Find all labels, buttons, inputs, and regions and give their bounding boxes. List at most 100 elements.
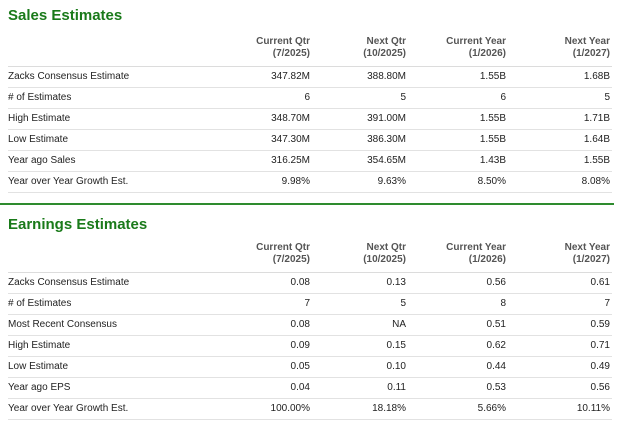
cell-value: 348.70M: [198, 108, 312, 130]
header-line1: Current Year: [446, 36, 506, 47]
row-label: Most Recent Consensus: [8, 314, 198, 336]
cell-value: 7: [508, 293, 612, 315]
row-label: Year over Year Growth Est.: [8, 398, 198, 420]
header-line1: Current Qtr: [256, 36, 310, 47]
cell-value: 0.15: [312, 335, 408, 357]
header-next-qtr: Next Qtr (10/2025): [312, 36, 408, 67]
header-next-year: Next Year (1/2027): [508, 36, 612, 67]
header-line2: (1/2026): [468, 48, 506, 59]
row-label: Low Estimate: [8, 129, 198, 151]
cell-value: 1.71B: [508, 108, 612, 130]
cell-value: 388.80M: [312, 66, 408, 88]
cell-value: 0.61: [508, 272, 612, 294]
sales-estimates-title: Sales Estimates: [8, 7, 123, 24]
cell-value: 8: [408, 293, 508, 315]
cell-value: 0.13: [312, 272, 408, 294]
table-header-row: Current Qtr (7/2025) Next Qtr (10/2025) Cu…: [8, 242, 612, 273]
cell-value: 6: [408, 87, 508, 109]
cell-value: 1.55B: [408, 66, 508, 88]
cell-value: 5: [312, 87, 408, 109]
cell-value: 0.53: [408, 377, 508, 399]
row-label: High Estimate: [8, 108, 198, 130]
cell-value: 0.08: [198, 272, 312, 294]
header-line1: Next Qtr: [366, 36, 406, 47]
header-current-year: Current Year (1/2026): [408, 36, 508, 67]
cell-value: 1.55B: [408, 108, 508, 130]
cell-value: 5.66%: [408, 398, 508, 420]
row-label: Year ago EPS: [8, 377, 198, 399]
section-divider: [0, 203, 614, 205]
table-row: Year ago EPS 0.04 0.11 0.53 0.56: [8, 377, 612, 399]
header-blank: [8, 242, 198, 273]
table-row: Most Recent Consensus 0.08 NA 0.51 0.59: [8, 314, 612, 336]
header-line1: Next Qtr: [366, 242, 406, 253]
header-line2: (10/2025): [363, 48, 406, 59]
header-line1: Next Year: [564, 242, 610, 253]
header-next-year: Next Year (1/2027): [508, 242, 612, 273]
cell-value: 8.08%: [508, 171, 612, 193]
cell-value: 8.50%: [408, 171, 508, 193]
cell-value: 0.08: [198, 314, 312, 336]
header-current-qtr: Current Qtr (7/2025): [198, 242, 312, 273]
cell-value: 1.55B: [508, 150, 612, 172]
cell-value: 316.25M: [198, 150, 312, 172]
header-line2: (1/2027): [572, 48, 610, 59]
earnings-estimates-table: Current Qtr (7/2025) Next Qtr (10/2025) Cu…: [8, 242, 612, 420]
cell-value: 18.18%: [312, 398, 408, 420]
header-blank: [8, 36, 198, 67]
cell-value: 7: [198, 293, 312, 315]
cell-value: 347.30M: [198, 129, 312, 151]
cell-value: 5: [508, 87, 612, 109]
header-line2: (7/2025): [272, 48, 310, 59]
table-row: Year over Year Growth Est. 9.98% 9.63% 8…: [8, 171, 612, 193]
cell-value: 0.62: [408, 335, 508, 357]
cell-value: 1.68B: [508, 66, 612, 88]
table-row: High Estimate 0.09 0.15 0.62 0.71: [8, 335, 612, 357]
cell-value: 391.00M: [312, 108, 408, 130]
cell-value: 0.49: [508, 356, 612, 378]
header-line2: (1/2026): [468, 254, 506, 265]
table-row: Zacks Consensus Estimate 347.82M 388.80M…: [8, 66, 612, 88]
header-current-qtr: Current Qtr (7/2025): [198, 36, 312, 67]
header-next-qtr: Next Qtr (10/2025): [312, 242, 408, 273]
earnings-estimates-section: Earnings Estimates Current Qtr (7/2025) N…: [0, 205, 620, 420]
cell-value: 0.09: [198, 335, 312, 357]
header-line1: Next Year: [564, 36, 610, 47]
header-line2: (1/2027): [572, 254, 610, 265]
sales-estimates-table: Current Qtr (7/2025) Next Qtr (10/2025) Cu…: [8, 36, 612, 193]
table-row: Low Estimate 0.05 0.10 0.44 0.49: [8, 356, 612, 378]
header-line1: Current Qtr: [256, 242, 310, 253]
header-line1: Current Year: [446, 242, 506, 253]
cell-value: 0.11: [312, 377, 408, 399]
header-line2: (10/2025): [363, 254, 406, 265]
cell-value: 10.11%: [508, 398, 612, 420]
cell-value: 0.51: [408, 314, 508, 336]
row-label: # of Estimates: [8, 293, 198, 315]
cell-value: 9.98%: [198, 171, 312, 193]
cell-value: 0.10: [312, 356, 408, 378]
table-row: Year over Year Growth Est. 100.00% 18.18…: [8, 398, 612, 420]
table-header-row: Current Qtr (7/2025) Next Qtr (10/2025) Cu…: [8, 36, 612, 67]
cell-value: 0.59: [508, 314, 612, 336]
cell-value: 0.56: [508, 377, 612, 399]
cell-value: 0.71: [508, 335, 612, 357]
cell-value: 1.55B: [408, 129, 508, 151]
row-label: # of Estimates: [8, 87, 198, 109]
cell-value: 6: [198, 87, 312, 109]
cell-value: 5: [312, 293, 408, 315]
table-row: Low Estimate 347.30M 386.30M 1.55B 1.64B: [8, 129, 612, 151]
row-label: Year ago Sales: [8, 150, 198, 172]
table-row: High Estimate 348.70M 391.00M 1.55B 1.71…: [8, 108, 612, 130]
cell-value: 0.05: [198, 356, 312, 378]
cell-value: 9.63%: [312, 171, 408, 193]
cell-value: 1.64B: [508, 129, 612, 151]
table-row: Zacks Consensus Estimate 0.08 0.13 0.56 …: [8, 272, 612, 294]
header-current-year: Current Year (1/2026): [408, 242, 508, 273]
cell-value: 347.82M: [198, 66, 312, 88]
table-row: # of Estimates 6 5 6 5: [8, 87, 612, 109]
cell-value: 100.00%: [198, 398, 312, 420]
row-label: Year over Year Growth Est.: [8, 171, 198, 193]
row-label: Zacks Consensus Estimate: [8, 272, 198, 294]
cell-value: 1.43B: [408, 150, 508, 172]
table-row: # of Estimates 7 5 8 7: [8, 293, 612, 315]
